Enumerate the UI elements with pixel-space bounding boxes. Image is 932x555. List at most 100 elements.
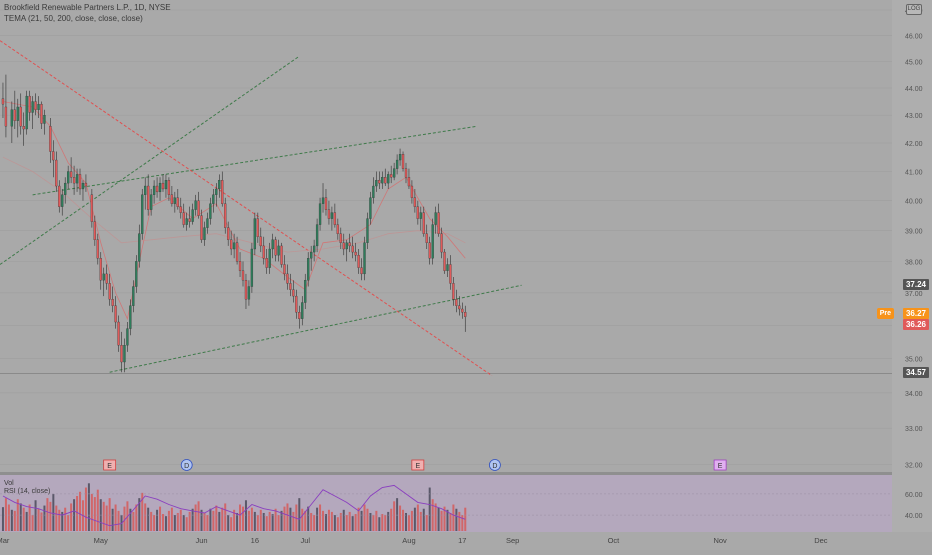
volume-bar	[31, 515, 34, 531]
candle	[277, 239, 280, 262]
rsi-label[interactable]: RSI (14, close)	[4, 488, 51, 495]
x-tick-label: May	[94, 536, 108, 545]
candle-body	[268, 248, 271, 268]
volume-bar	[333, 515, 336, 531]
volume-bar	[313, 515, 316, 531]
candle	[312, 239, 316, 262]
candle	[431, 218, 434, 265]
volume-bar	[194, 504, 197, 531]
candle-body	[366, 218, 369, 243]
volume-bar	[247, 510, 250, 531]
volume-bar	[156, 509, 159, 531]
x-tick-label: Aug	[402, 536, 415, 545]
dividend-event-marker[interactable]: D	[488, 459, 501, 471]
candle-body	[69, 171, 73, 178]
volume-bar	[224, 503, 227, 531]
candle-body	[324, 197, 328, 210]
volume-bar	[90, 493, 93, 531]
candle-body	[413, 197, 417, 207]
volume-bar	[265, 516, 268, 531]
candle-body	[117, 321, 120, 346]
y-tick-label: 44.00	[905, 86, 923, 93]
candle-body	[410, 185, 414, 198]
candle	[375, 171, 378, 192]
candle-body	[381, 177, 384, 184]
volume-label[interactable]: Vol	[4, 480, 14, 487]
candle	[268, 242, 271, 274]
dividend-event-marker[interactable]: D	[180, 459, 193, 471]
candle	[244, 273, 248, 309]
candle	[452, 277, 455, 306]
candle-body	[19, 106, 22, 127]
volume-bar	[316, 507, 319, 531]
candle	[366, 212, 369, 249]
volume-bar	[34, 500, 37, 531]
earnings-event-marker[interactable]: E	[103, 459, 117, 471]
candle-body	[458, 305, 461, 310]
candle-body	[191, 209, 194, 222]
candle	[126, 322, 129, 352]
candle	[241, 261, 245, 287]
volume-bar	[182, 515, 185, 531]
candle-body	[449, 264, 452, 284]
candle	[176, 188, 179, 210]
y-tick-label: 32.00	[905, 463, 923, 470]
candle-body	[289, 283, 292, 290]
earnings-event-marker[interactable]: E	[411, 459, 425, 471]
candle	[333, 203, 337, 228]
volume-bar	[348, 511, 351, 531]
volume-bar	[13, 510, 16, 531]
candle	[247, 280, 251, 306]
candle	[209, 197, 212, 225]
volume-bar	[43, 505, 46, 531]
candle	[31, 96, 34, 130]
candle-body	[229, 239, 233, 250]
volume-bar	[209, 508, 212, 531]
candle-body	[452, 283, 455, 300]
volume-bar	[176, 512, 179, 531]
candle-body	[147, 185, 150, 210]
volume-bar	[393, 501, 396, 531]
candle	[132, 280, 135, 313]
volume-bar	[227, 515, 230, 531]
volume-bar	[114, 504, 117, 531]
candle	[339, 227, 342, 249]
earnings-event-marker[interactable]: E	[713, 459, 727, 471]
candle-body	[327, 209, 331, 219]
candle-body	[58, 185, 61, 207]
candle	[120, 331, 123, 373]
candle-body	[111, 299, 114, 306]
volume-bar	[301, 508, 304, 531]
candle-layer[interactable]	[1, 74, 467, 373]
candle	[25, 90, 28, 135]
volume-bar	[188, 511, 191, 531]
candle-body	[443, 251, 446, 271]
volume-bar	[4, 498, 7, 531]
volume-bar	[437, 507, 440, 531]
candle-body	[31, 101, 34, 113]
candle	[10, 101, 14, 144]
tema-indicator-label[interactable]: TEMA (21, 50, 200, close, close, close)	[4, 14, 143, 23]
candle	[67, 165, 70, 189]
candle-body	[375, 180, 378, 187]
volume-bar	[366, 508, 369, 531]
candle	[369, 191, 372, 225]
volume-bar	[339, 512, 342, 531]
candle-body	[149, 194, 153, 210]
candle	[16, 98, 19, 138]
volume-bar	[327, 509, 330, 531]
candle	[84, 174, 88, 192]
volume-bar	[138, 498, 141, 531]
volume-bar	[117, 510, 120, 531]
candle	[218, 174, 221, 198]
log-scale-button[interactable]: LOG	[906, 4, 922, 15]
volume-bar	[295, 504, 298, 531]
candle	[200, 209, 203, 243]
volume-bar	[407, 515, 410, 531]
y-tick-label: 34.00	[905, 391, 923, 398]
volume-bar	[354, 514, 357, 531]
candle-body	[446, 264, 449, 271]
